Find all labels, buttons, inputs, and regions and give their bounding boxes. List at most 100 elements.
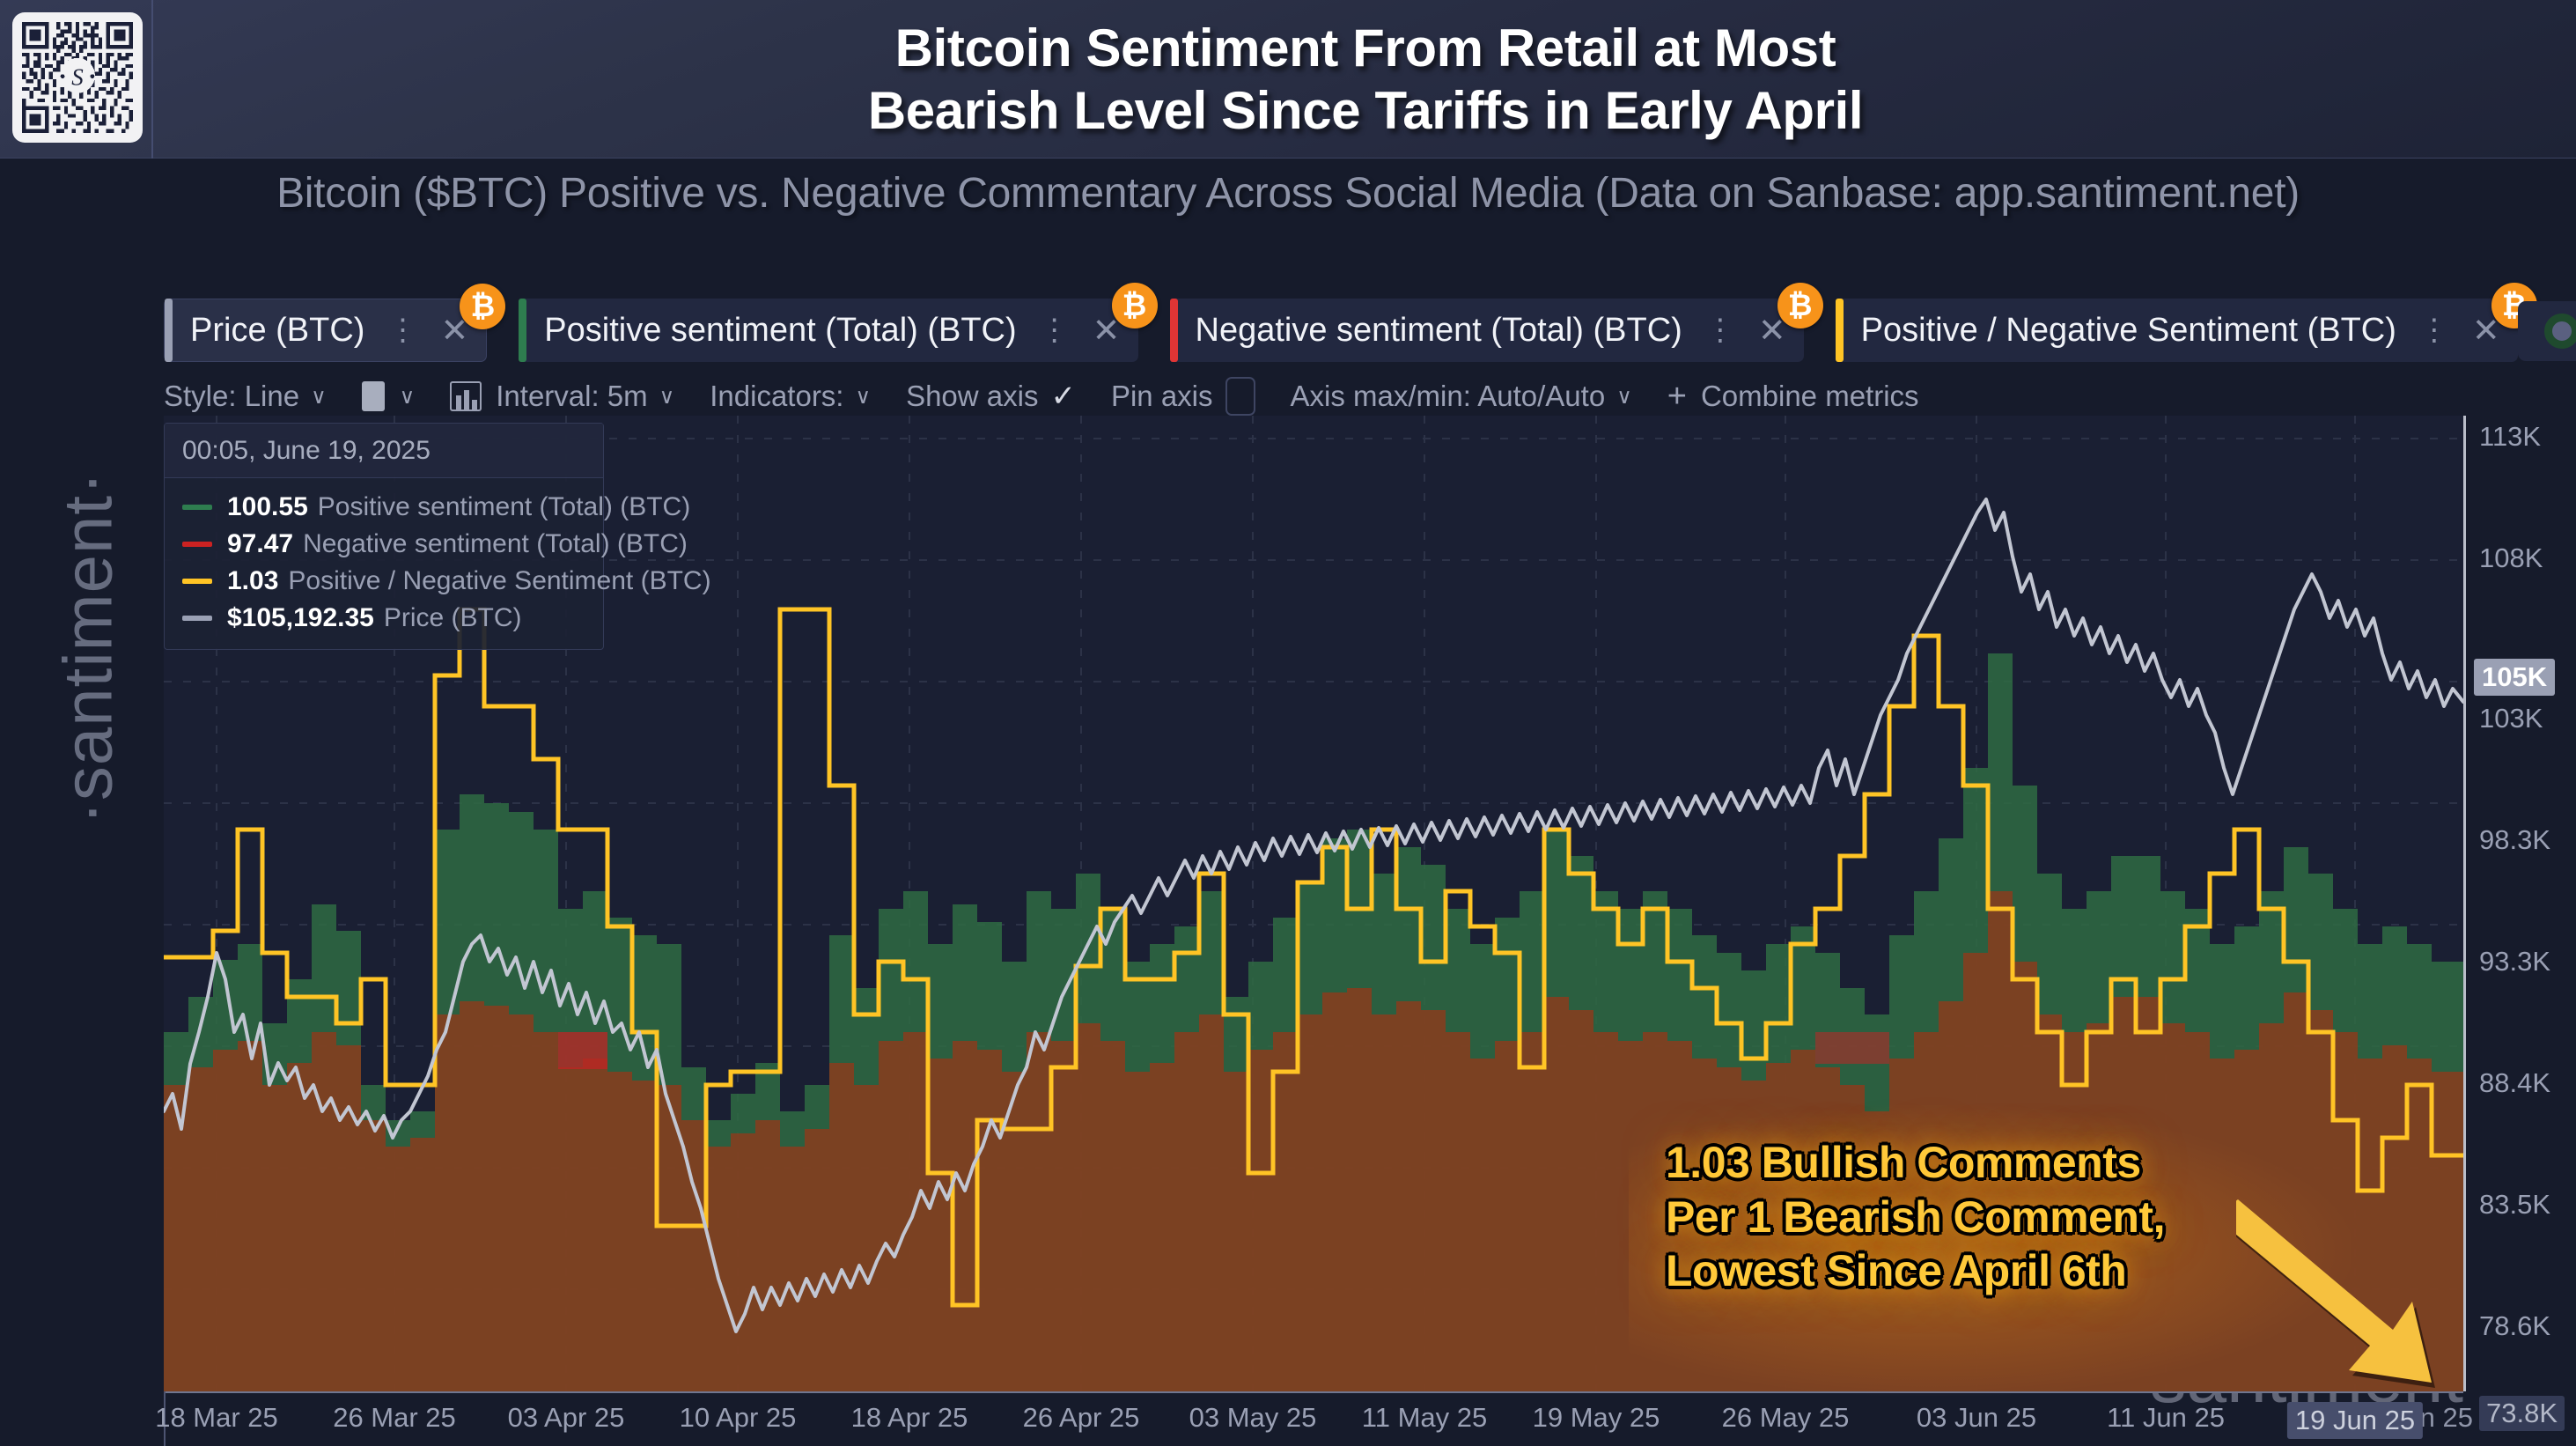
y-axis-labels: 113K 108K 105K 103K 98.3K 93.3K 88.4K 83… <box>2474 405 2576 1431</box>
annotation-line2: Per 1 Bearish Comment, <box>1666 1191 2165 1242</box>
color-selector[interactable]: ∨ <box>361 381 416 411</box>
axis-minmax-selector[interactable]: Axis max/min: Auto/Auto ∨ <box>1291 380 1632 413</box>
bitcoin-badge-icon: ₿ <box>460 284 506 329</box>
color-swatch-icon <box>361 381 385 411</box>
tooltip-timestamp: 00:05, June 19, 2025 <box>165 424 603 478</box>
x-tick-11may: 11 May 25 <box>1361 1402 1488 1433</box>
status-dot-icon <box>2544 314 2576 349</box>
y-tick-113k: 113K <box>2479 421 2542 452</box>
x-tick-26may: 26 May 25 <box>1721 1402 1850 1433</box>
header-divider <box>151 0 153 159</box>
page-title-line1: Bitcoin Sentiment From Retail at Most <box>894 18 1836 77</box>
chevron-down-icon: ∨ <box>1616 384 1632 409</box>
arrow-down-right-icon <box>2236 1199 2432 1383</box>
x-axis-start-tick <box>164 1391 166 1446</box>
checkmark-icon[interactable]: ✓ <box>1050 380 1076 413</box>
y-tick-93.3k: 93.3K <box>2479 946 2551 977</box>
tooltip-metric-name: Negative sentiment (Total) (BTC) <box>303 529 688 558</box>
histogram-icon <box>450 381 482 411</box>
metric-chip-label: Positive / Negative Sentiment (BTC) <box>1860 311 2396 349</box>
qr-code-icon: S <box>22 22 133 133</box>
pin-axis-checkbox[interactable] <box>1225 377 1255 416</box>
tooltip-metric-name: Positive sentiment (Total) (BTC) <box>317 492 691 521</box>
tooltip-row-price: $105,192.35 Price (BTC) <box>182 603 585 633</box>
chart-toolbar: Style: Line ∨ ∨ Interval: 5m ∨ Indicator… <box>164 377 1954 416</box>
price-line <box>164 498 2463 1333</box>
metric-chip-price[interactable]: Price (BTC) ⋮ ✕ ₿ <box>164 284 506 362</box>
axis-minmax-label: Axis max/min: Auto/Auto <box>1290 380 1606 412</box>
metric-chip-overflow[interactable] <box>2518 301 2576 361</box>
chevron-down-icon: ∨ <box>399 384 416 409</box>
metric-chips: Price (BTC) ⋮ ✕ ₿ Positive sentiment (To… <box>164 283 2550 364</box>
ratio-step-line <box>164 607 2463 1308</box>
vertical-dots-icon[interactable]: ⋮ <box>1704 313 1735 347</box>
bitcoin-badge-icon: ₿ <box>1777 283 1823 328</box>
metric-chip-label: Price (BTC) <box>190 311 365 349</box>
bitcoin-badge-icon: ₿ <box>1111 283 1158 328</box>
metric-chip-ratio[interactable]: Positive / Negative Sentiment (BTC) ⋮ ✕ … <box>1835 283 2537 362</box>
x-axis-line <box>164 1391 2463 1393</box>
interval-label: Interval: 5m <box>496 380 648 412</box>
series-dash-icon <box>182 505 212 510</box>
y-tick-83.5k: 83.5K <box>2479 1189 2551 1220</box>
annotation-callout: 1.03 Bullish Comments Per 1 Bearish Comm… <box>1666 1136 2282 1299</box>
indicators-selector[interactable]: Indicators: ∨ <box>710 380 871 413</box>
annotation-line3: Lowest Since April 6th <box>1666 1246 2127 1295</box>
style-label: Style: Line <box>164 380 300 412</box>
combine-metrics-label: Combine metrics <box>1700 380 1919 412</box>
y-tick-98.3k: 98.3K <box>2479 824 2551 855</box>
chevron-down-icon: ∨ <box>855 384 872 409</box>
negative-sentiment-highlight-2 <box>1815 1032 1889 1064</box>
tooltip-row-ratio: 1.03 Positive / Negative Sentiment (BTC) <box>182 566 711 596</box>
metric-color-bar <box>519 299 527 362</box>
metric-chip-positive-sentiment[interactable]: Positive sentiment (Total) (BTC) ⋮ ✕ ₿ <box>519 283 1158 362</box>
combine-metrics-button[interactable]: + Combine metrics <box>1667 378 1919 416</box>
series-dash-icon <box>182 542 212 547</box>
page-subtitle: Bitcoin ($BTC) Positive vs. Negative Com… <box>276 169 2300 217</box>
y-tick-73.8k: 73.8K <box>2479 1396 2565 1431</box>
page-header: S Bitcoin Sentiment From Retail at Most … <box>0 0 2576 159</box>
style-selector[interactable]: Style: Line ∨ <box>164 380 327 413</box>
pin-axis-toggle[interactable]: Pin axis <box>1111 377 1255 416</box>
metric-color-bar <box>1835 299 1844 362</box>
y-tick-88.4k: 88.4K <box>2479 1067 2551 1098</box>
qr-center-letter: S <box>71 63 84 90</box>
chart-plot-area[interactable]: 00:05, June 19, 2025 100.55 Positive sen… <box>164 416 2463 1391</box>
page-title-line2: Bearish Level Since Tariffs in Early Apr… <box>867 81 1864 140</box>
series-dash-icon <box>182 579 212 584</box>
x-axis-labels: 18 Mar 25 26 Mar 25 03 Apr 25 10 Apr 25 … <box>155 1402 2576 1446</box>
x-tick-03apr: 03 Apr 25 <box>507 1402 625 1433</box>
x-tick-18mar: 18 Mar 25 <box>155 1402 278 1433</box>
qr-code[interactable]: S <box>12 12 143 143</box>
side-watermark: ·santiment· <box>48 470 127 825</box>
x-tick-19jun-highlight: 19 Jun 25 <box>2286 1402 2424 1439</box>
chart-tooltip: 00:05, June 19, 2025 100.55 Positive sen… <box>164 423 711 650</box>
show-axis-toggle[interactable]: Show axis ✓ <box>906 379 1076 414</box>
x-tick-11jun: 11 Jun 25 <box>2107 1402 2225 1433</box>
metric-color-bar <box>1169 299 1178 362</box>
negative-sentiment-area <box>164 891 2463 1391</box>
tooltip-value: 1.03 <box>227 566 279 595</box>
y-tick-78.6k: 78.6K <box>2479 1310 2551 1341</box>
x-tick-26apr: 26 Apr 25 <box>1022 1402 1140 1433</box>
vertical-dots-icon[interactable]: ⋮ <box>2418 313 2449 347</box>
vertical-dots-icon[interactable]: ⋮ <box>1039 313 1070 347</box>
metric-chip-negative-sentiment[interactable]: Negative sentiment (Total) (BTC) ⋮ ✕ ₿ <box>1169 283 1823 362</box>
x-tick-10apr: 10 Apr 25 <box>679 1402 797 1433</box>
chevron-down-icon: ∨ <box>311 384 327 409</box>
indicators-label: Indicators: <box>710 380 844 412</box>
metric-color-bar <box>165 299 173 362</box>
chevron-down-icon: ∨ <box>659 384 675 409</box>
x-tick-03jun: 03 Jun 25 <box>1916 1402 2037 1433</box>
annotation-line1: 1.03 Bullish Comments <box>1666 1138 2141 1187</box>
x-tick-26mar: 26 Mar 25 <box>333 1402 456 1433</box>
x-tick-19may: 19 May 25 <box>1532 1402 1660 1433</box>
vertical-dots-icon[interactable]: ⋮ <box>387 313 418 347</box>
tooltip-value: 100.55 <box>227 492 308 521</box>
tooltip-rows: 100.55 Positive sentiment (Total) (BTC) … <box>165 478 711 649</box>
y-tick-103k: 103K <box>2479 703 2543 734</box>
interval-selector[interactable]: Interval: 5m ∨ <box>450 380 674 413</box>
x-tick-18apr: 18 Apr 25 <box>850 1402 968 1433</box>
series-dash-icon <box>182 616 212 621</box>
